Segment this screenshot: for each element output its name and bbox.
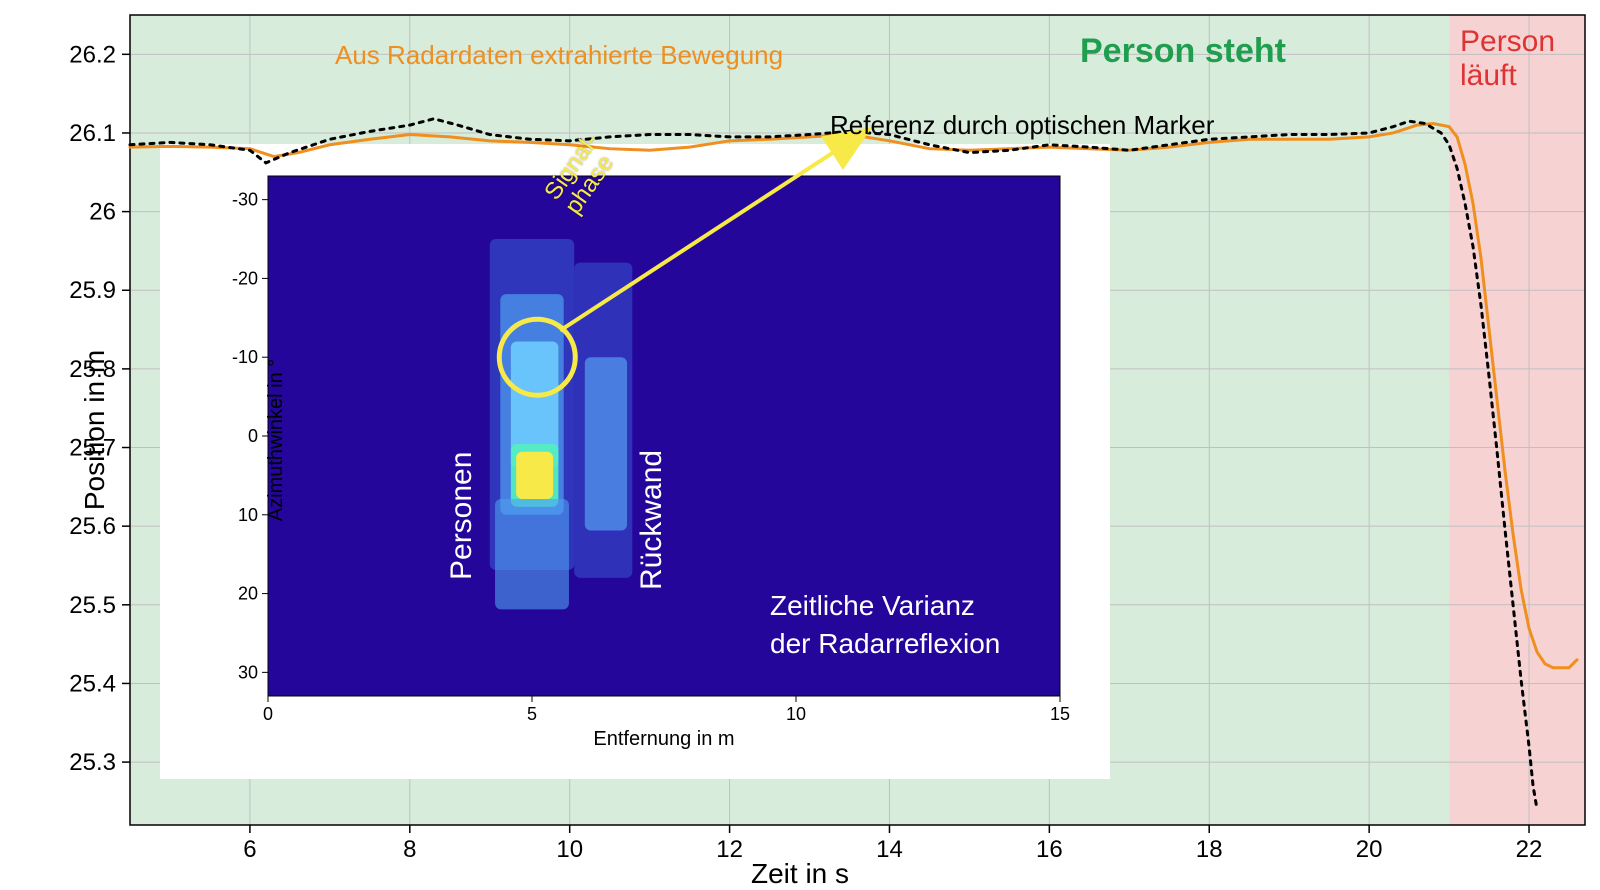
chart-canvas: 681012141618202225.325.425.525.625.725.8… <box>0 0 1600 890</box>
svg-text:25.5: 25.5 <box>69 592 116 619</box>
inset-label-ruckwand: Rückwand <box>635 450 669 590</box>
zone-label-standing: Person steht <box>1080 32 1286 71</box>
x-axis-label: Zeit in s <box>0 858 1600 890</box>
radar-series-label: Aus Radardaten extrahierte Bewegung <box>335 40 783 71</box>
svg-text:-20: -20 <box>232 268 258 288</box>
svg-text:26.1: 26.1 <box>69 120 116 147</box>
inset-caption-line2: der Radarreflexion <box>770 628 1000 660</box>
svg-text:25.4: 25.4 <box>69 670 116 697</box>
svg-text:5: 5 <box>527 704 537 724</box>
svg-text:26.2: 26.2 <box>69 41 116 68</box>
svg-text:25.6: 25.6 <box>69 513 116 540</box>
svg-text:25.9: 25.9 <box>69 277 116 304</box>
svg-text:10: 10 <box>238 505 258 525</box>
svg-text:-30: -30 <box>232 190 258 210</box>
svg-text:0: 0 <box>263 704 273 724</box>
reference-series-label: Referenz durch optischen Marker <box>830 110 1214 141</box>
svg-text:30: 30 <box>238 662 258 682</box>
y-axis-label: Position in m <box>79 350 111 510</box>
svg-text:0: 0 <box>248 426 258 446</box>
svg-text:10: 10 <box>786 704 806 724</box>
inset-y-axis-label: Azimuthwinkel in ° <box>265 359 288 522</box>
svg-text:15: 15 <box>1050 704 1070 724</box>
svg-text:-10: -10 <box>232 347 258 367</box>
svg-text:26: 26 <box>89 199 116 226</box>
inset-caption-line1: Zeitliche Varianz <box>770 590 975 622</box>
inset-x-axis-label: Entfernung in m <box>268 728 1060 751</box>
zone-label-walking: Person läuft <box>1460 25 1555 93</box>
svg-text:25.3: 25.3 <box>69 749 116 776</box>
inset-label-personen: Personen <box>445 452 479 580</box>
svg-text:20: 20 <box>238 584 258 604</box>
